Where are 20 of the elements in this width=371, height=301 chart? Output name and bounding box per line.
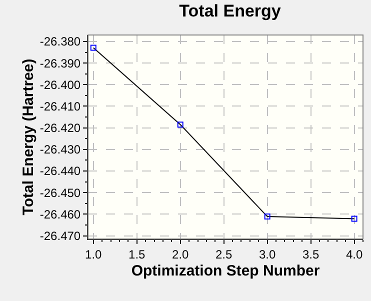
y-tick-label: -26.380: [40, 34, 81, 49]
chart-title: Total Energy: [179, 1, 282, 20]
x-axis-title: Optimization Step Number: [131, 262, 320, 280]
x-tick-label: 1.5: [128, 247, 146, 262]
x-tick-label: 3.0: [258, 247, 276, 262]
y-tick-label: -26.390: [40, 56, 81, 70]
y-tick-label: -26.430: [40, 142, 81, 157]
y-tick-label: -26.410: [40, 99, 81, 114]
y-tick-label: -26.440: [40, 164, 81, 178]
x-tick-label: 2.0: [172, 247, 190, 262]
y-tick-label: -26.450: [40, 186, 81, 200]
y-tick-label: -26.400: [40, 78, 81, 92]
x-tick-label: 2.5: [216, 247, 233, 262]
y-axis-title: Total Energy (Hartree): [20, 58, 38, 216]
y-tick-label: -26.420: [40, 121, 81, 136]
y-tick-label: -26.460: [40, 207, 81, 222]
y-tick-label: -26.470: [40, 228, 81, 243]
x-tick-label: 1.0: [85, 247, 102, 262]
x-tick-label: 3.5: [302, 247, 320, 262]
x-tick-label: 4.0: [346, 247, 363, 262]
